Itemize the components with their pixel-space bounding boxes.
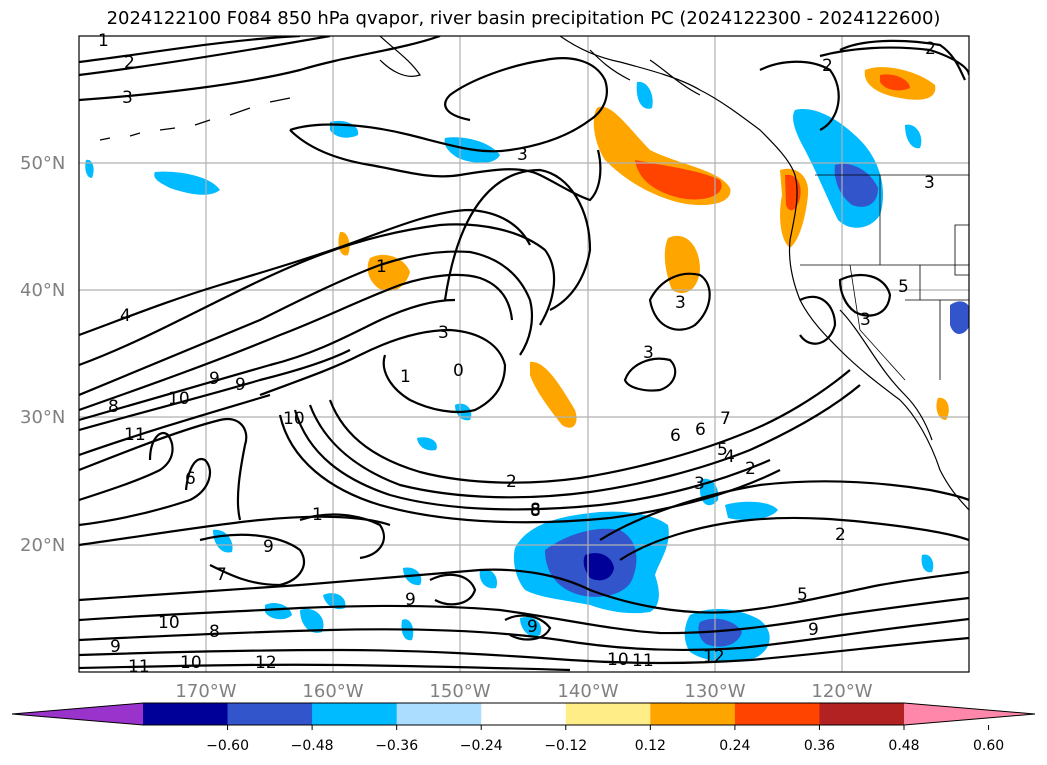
contour-label: 9 bbox=[527, 617, 538, 637]
contour-label: 1 bbox=[312, 505, 323, 525]
colorbar-tick-label: 0.12 bbox=[635, 738, 666, 754]
colorbar-tick-label: −0.12 bbox=[544, 738, 587, 754]
contour-label: 10 bbox=[180, 653, 202, 673]
map-frame bbox=[78, 35, 970, 673]
lat-label: 30°N bbox=[20, 407, 65, 428]
contour-label: 12 bbox=[703, 647, 725, 667]
contour-label: 6 bbox=[670, 426, 681, 446]
contour-label: 3 bbox=[675, 293, 686, 313]
lon-label: 160°W bbox=[302, 681, 363, 702]
contour-label: 6 bbox=[695, 420, 706, 440]
contour-label: 0 bbox=[453, 361, 464, 381]
colorbar-tick-label: 0.60 bbox=[973, 738, 1004, 754]
contour-label: 8 bbox=[209, 622, 220, 642]
colorbar-tick-label: −0.48 bbox=[291, 738, 334, 754]
contour-label: 9 bbox=[235, 375, 246, 395]
contour-label: 3 bbox=[438, 323, 449, 343]
contour-label: 2 bbox=[745, 459, 756, 479]
map-title: 2024122100 F084 850 hPa qvapor, river ba… bbox=[106, 8, 941, 29]
graticule bbox=[79, 36, 969, 672]
colorbar-segment bbox=[227, 703, 313, 725]
coastlines bbox=[99, 36, 969, 511]
contour-label: 7 bbox=[720, 409, 731, 429]
contour-label: 9 bbox=[405, 590, 416, 610]
contour-label: 2 bbox=[925, 39, 936, 59]
contour-label: 2 bbox=[835, 525, 846, 545]
contour-label: 1 bbox=[400, 367, 411, 387]
lon-label: 170°W bbox=[175, 681, 236, 702]
colorbar-extend-low bbox=[12, 703, 143, 725]
contour-label: 8 bbox=[108, 397, 119, 417]
contour-label: 3 bbox=[122, 88, 133, 108]
lon-label: 120°W bbox=[811, 681, 872, 702]
colorbar-extend-high bbox=[904, 703, 1035, 725]
contour-label: 3 bbox=[924, 173, 935, 193]
colorbar-segment bbox=[312, 703, 398, 725]
colorbar-tick-label: 0.36 bbox=[804, 738, 835, 754]
colorbar-tick-label: −0.24 bbox=[460, 738, 503, 754]
contour-label: 3 bbox=[517, 145, 528, 165]
contour-label: 3 bbox=[694, 474, 705, 494]
contour-label: 4 bbox=[724, 447, 735, 467]
contour-label: 8 bbox=[530, 501, 541, 521]
contour-label: 12 bbox=[255, 653, 277, 673]
precip-shading bbox=[85, 67, 969, 662]
map-plot-area bbox=[79, 36, 969, 672]
colorbar-tick-label: 0.24 bbox=[719, 738, 750, 754]
contour-label: 11 bbox=[124, 425, 146, 445]
colorbar-segment bbox=[650, 703, 736, 725]
latitude-labels: 50°N 40°N 30°N 20°N bbox=[20, 153, 65, 556]
colorbar-segment bbox=[565, 703, 651, 725]
lat-label: 40°N bbox=[20, 280, 65, 301]
lat-label: 20°N bbox=[20, 535, 65, 556]
colorbar-segment bbox=[481, 703, 567, 725]
contour-label: 7 bbox=[216, 565, 227, 585]
contour-label: 11 bbox=[632, 651, 654, 671]
contour-label: 1 bbox=[98, 31, 109, 51]
contour-label: 3 bbox=[643, 343, 654, 363]
lat-label: 50°N bbox=[20, 153, 65, 174]
contour-label: 10 bbox=[607, 650, 629, 670]
contour-label: 6 bbox=[185, 469, 196, 489]
qvapor-contours bbox=[79, 36, 969, 672]
contour-label: 9 bbox=[110, 637, 121, 657]
colorbar-tick-label: −0.60 bbox=[206, 738, 249, 754]
lon-label: 150°W bbox=[429, 681, 490, 702]
contour-label: 9 bbox=[209, 369, 220, 389]
contour-label: 2 bbox=[124, 53, 135, 73]
contour-label: 5 bbox=[717, 440, 728, 460]
colorbar: −0.60 −0.48 −0.36 −0.24 −0.12 0.12 0.24 0.36 0.4… bbox=[11, 702, 1036, 754]
colorbar-tick-label: −0.36 bbox=[375, 738, 418, 754]
longitude-labels: 170°W 160°W 150°W 140°W 130°W 120°W bbox=[175, 681, 872, 702]
contour-label: 9 bbox=[263, 537, 274, 557]
colorbar-segment bbox=[734, 703, 820, 725]
colorbar-outline bbox=[11, 702, 1036, 726]
contour-label: 11 bbox=[128, 657, 150, 677]
contour-label: 2 bbox=[506, 472, 517, 492]
contour-label: 8 bbox=[530, 500, 541, 520]
contour-label: 5 bbox=[797, 585, 808, 605]
lon-label: 140°W bbox=[557, 681, 618, 702]
contour-label: 10 bbox=[158, 613, 180, 633]
colorbar-segment bbox=[819, 703, 905, 725]
contour-label: 2 bbox=[822, 56, 833, 76]
contour-label: 10 bbox=[283, 409, 305, 429]
borders bbox=[800, 174, 969, 381]
contour-label: 4 bbox=[120, 306, 131, 326]
contour-label: 10 bbox=[168, 389, 190, 409]
contour-labels: 1 2 3 1 2 3 3 2 3 4 8 10 9 11 10 1 0 3 3… bbox=[98, 31, 936, 677]
colorbar-segment bbox=[396, 703, 482, 725]
contour-label: 3 bbox=[860, 310, 871, 330]
colorbar-tick-label: 0.48 bbox=[888, 738, 919, 754]
colorbar-segment bbox=[143, 703, 229, 725]
lon-label: 130°W bbox=[684, 681, 745, 702]
contour-label: 5 bbox=[898, 277, 909, 297]
contour-label: 1 bbox=[376, 257, 387, 277]
contour-label: 9 bbox=[808, 620, 819, 640]
